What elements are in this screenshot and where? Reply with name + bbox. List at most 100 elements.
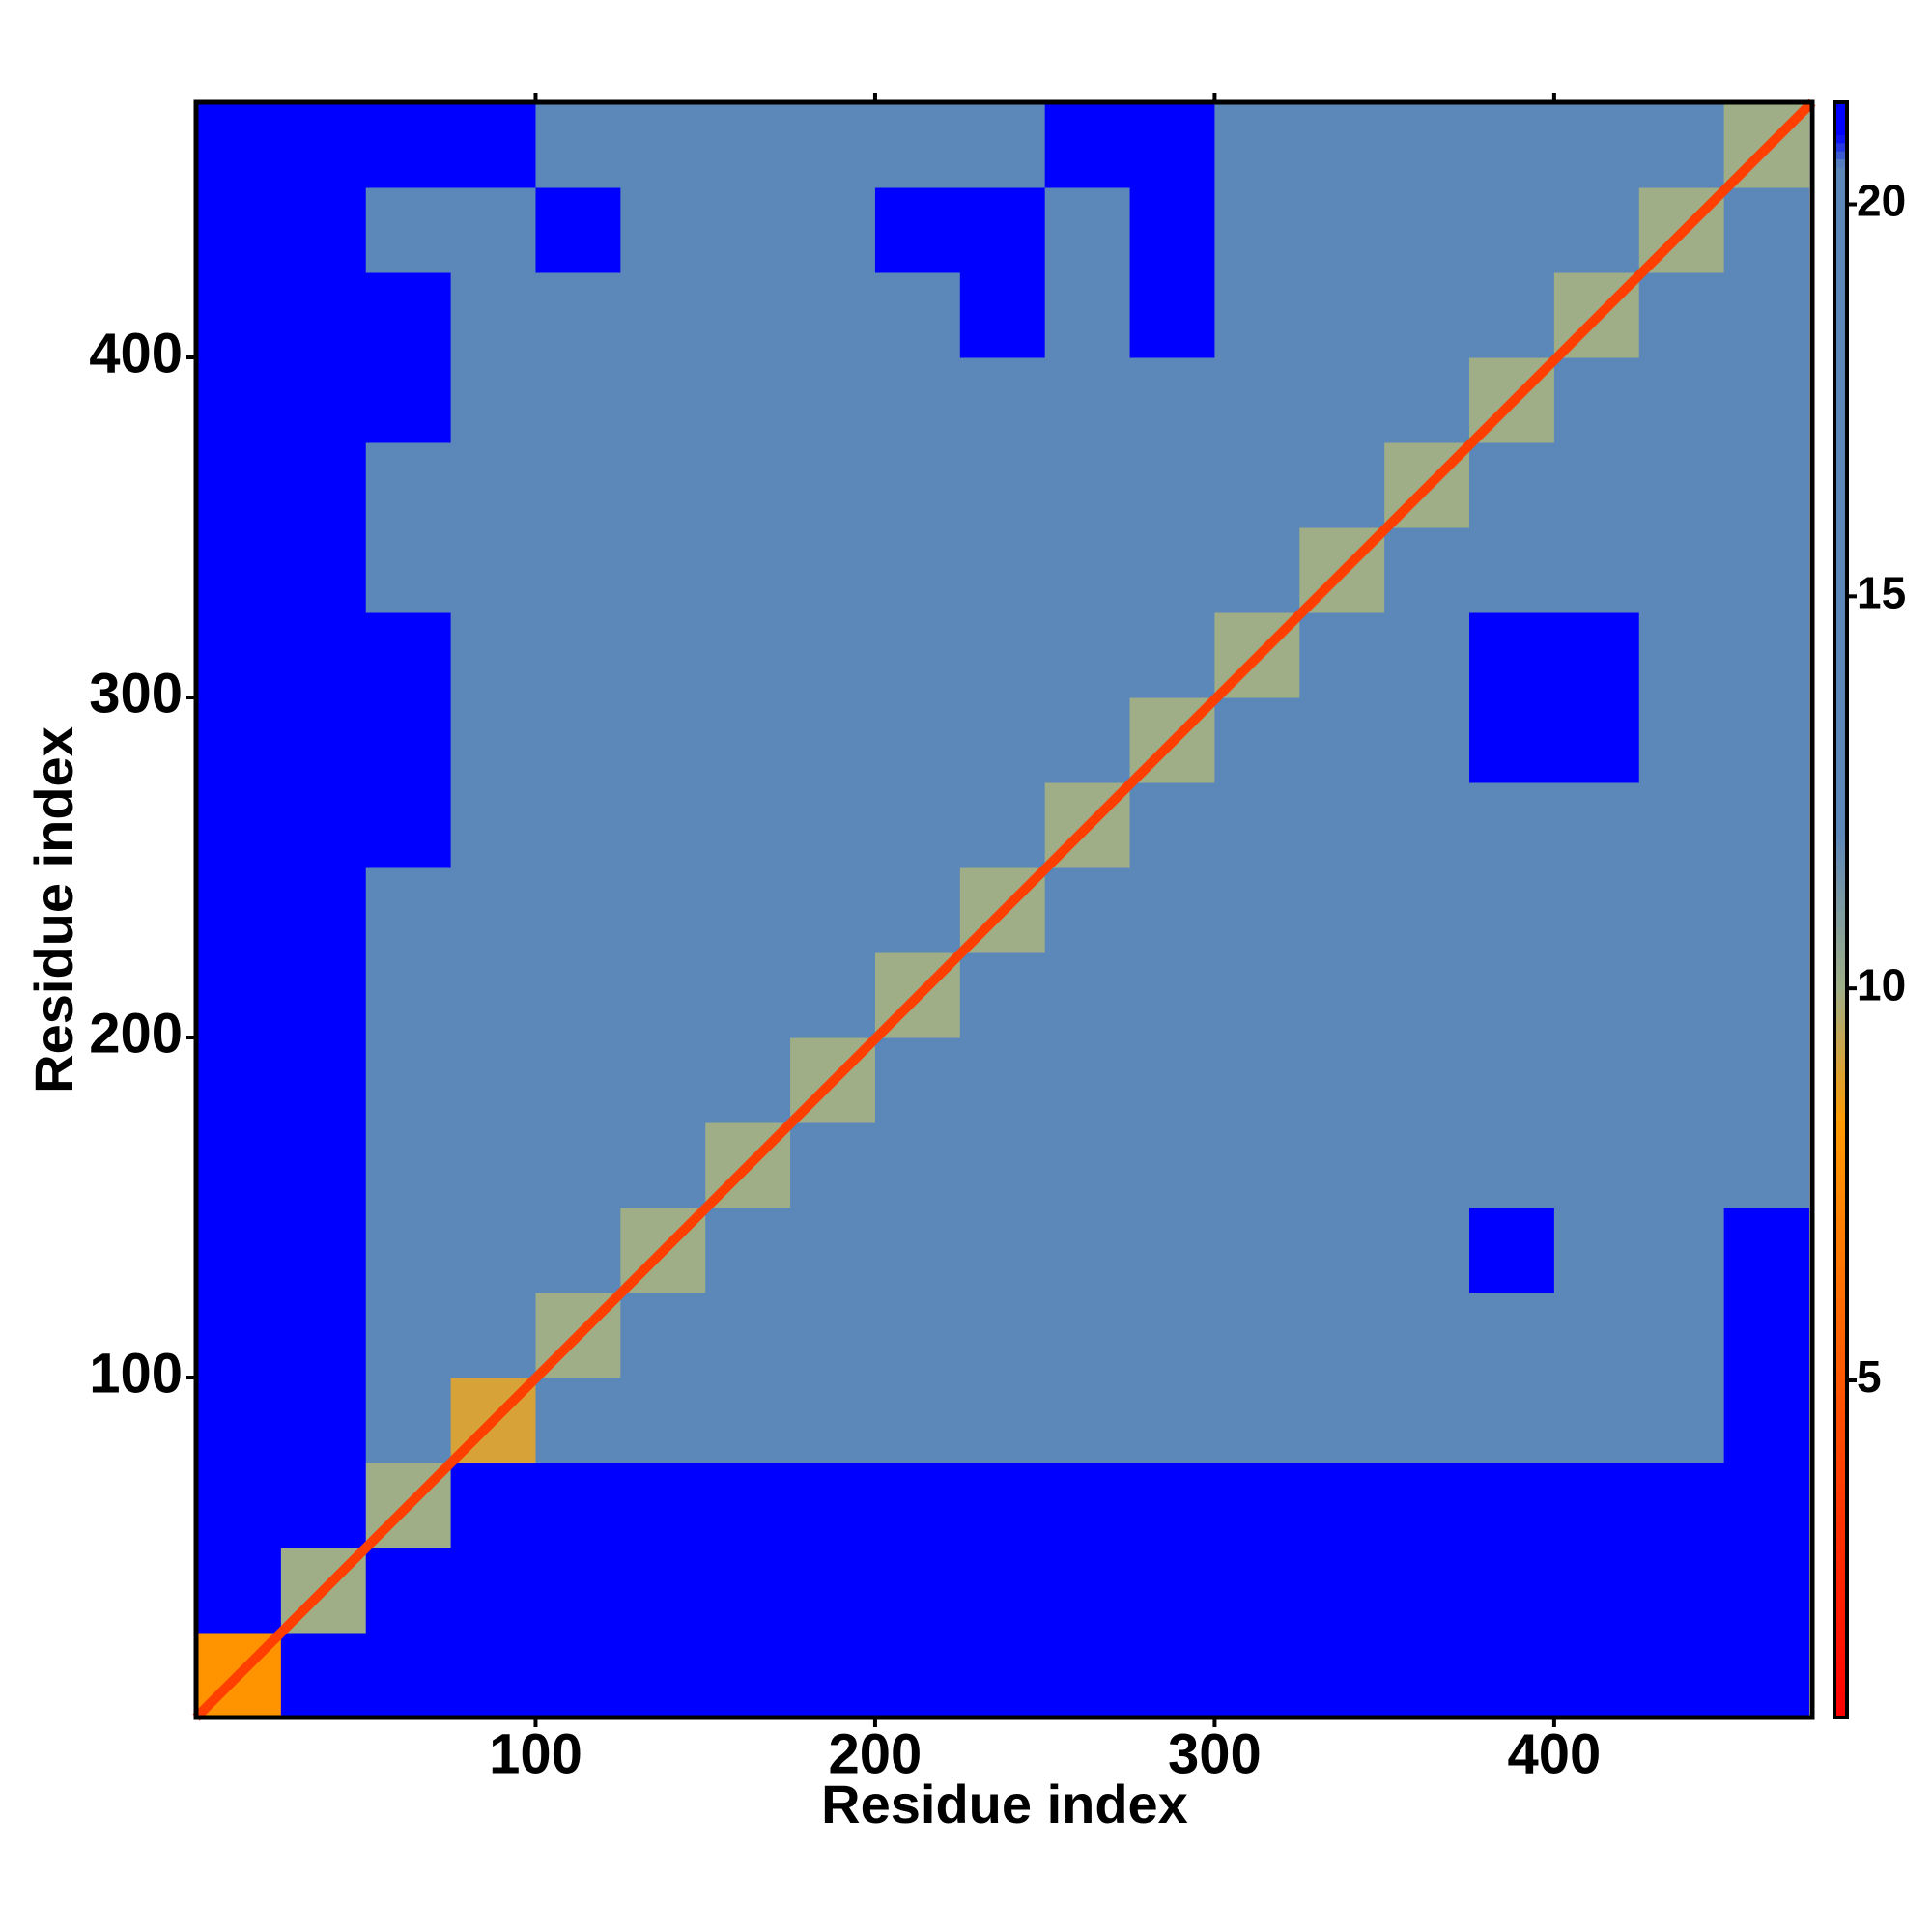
heatmap-cell bbox=[1214, 782, 1300, 868]
colorbar-segment bbox=[1834, 1136, 1847, 1146]
heatmap-cell bbox=[1129, 442, 1215, 528]
heatmap-cell bbox=[365, 1122, 452, 1208]
heatmap-cell bbox=[1214, 527, 1300, 613]
colorbar-segment bbox=[1834, 522, 1847, 531]
colorbar-segment bbox=[1834, 910, 1847, 919]
heatmap-cell bbox=[1469, 867, 1555, 953]
heatmap-cell bbox=[1044, 952, 1131, 1038]
heatmap-cell bbox=[450, 1633, 536, 1719]
heatmap-cell bbox=[1384, 1122, 1470, 1208]
heatmap-cell bbox=[874, 612, 961, 698]
colorbar-segment bbox=[1834, 594, 1847, 604]
colorbar-segment bbox=[1834, 457, 1847, 467]
colorbar-segment bbox=[1834, 183, 1847, 192]
heatmap-cell bbox=[959, 612, 1046, 698]
heatmap-cell bbox=[874, 272, 961, 358]
heatmap-cell bbox=[280, 187, 367, 273]
heatmap-cell bbox=[280, 1037, 367, 1123]
colorbar-segment bbox=[1834, 1329, 1847, 1339]
heatmap-cell bbox=[1723, 782, 1809, 868]
heatmap-cell bbox=[280, 1208, 367, 1293]
heatmap-cell bbox=[1214, 697, 1300, 783]
colorbar-segment bbox=[1834, 869, 1847, 879]
heatmap-cell bbox=[620, 527, 706, 613]
heatmap-cell bbox=[1214, 1463, 1300, 1548]
heatmap-cell bbox=[1638, 1633, 1725, 1719]
colorbar-segment bbox=[1834, 1007, 1847, 1016]
heatmap-cell bbox=[1299, 272, 1385, 358]
colorbar-segment bbox=[1834, 158, 1847, 168]
colorbar-segment bbox=[1834, 1297, 1847, 1307]
colorbar-segment bbox=[1834, 982, 1847, 992]
heatmap-cell bbox=[280, 782, 367, 868]
heatmap-cell bbox=[1638, 1463, 1725, 1548]
heatmap-cell bbox=[1299, 1633, 1385, 1719]
colorbar-segment bbox=[1834, 328, 1847, 338]
heatmap-cell bbox=[1384, 1293, 1470, 1378]
heatmap-cell bbox=[450, 1122, 536, 1208]
heatmap-cell bbox=[1044, 612, 1131, 698]
heatmap-cell bbox=[450, 102, 536, 188]
heatmap-cell bbox=[1723, 272, 1809, 358]
colorbar-segment bbox=[1834, 409, 1847, 418]
colorbar-segment bbox=[1834, 190, 1847, 200]
colorbar-segment bbox=[1834, 1466, 1847, 1476]
colorbar-segment bbox=[1834, 1661, 1847, 1670]
colorbar-segment bbox=[1834, 1216, 1847, 1226]
x-tick-label: 100 bbox=[489, 1722, 582, 1785]
heatmap-cell bbox=[705, 187, 791, 273]
plot-frame bbox=[193, 99, 1815, 1720]
heatmap-cell bbox=[620, 272, 706, 358]
heatmap-cell bbox=[1723, 1378, 1809, 1463]
heatmap-cell bbox=[1553, 697, 1640, 783]
colorbar-segment bbox=[1834, 1596, 1847, 1605]
colorbar-segment bbox=[1834, 1378, 1847, 1387]
colorbar-segment bbox=[1834, 207, 1847, 216]
heatmap-cell bbox=[1469, 697, 1555, 783]
heatmap-cell bbox=[790, 102, 876, 188]
colorbar-segment bbox=[1834, 384, 1847, 394]
colorbar-segment bbox=[1834, 837, 1847, 846]
colorbar-segment bbox=[1834, 1160, 1847, 1170]
colorbar-segment bbox=[1834, 1370, 1847, 1379]
heatmap-cell bbox=[1214, 867, 1300, 953]
colorbar-segment bbox=[1834, 619, 1847, 628]
heatmap-cell bbox=[1044, 1548, 1131, 1634]
colorbar-segment bbox=[1834, 1038, 1847, 1048]
heatmap-cell bbox=[790, 952, 876, 1038]
colorbar-segment bbox=[1834, 1685, 1847, 1694]
heatmap-cell bbox=[365, 1208, 452, 1293]
heatmap-cell bbox=[1469, 782, 1555, 868]
colorbar-segment bbox=[1834, 142, 1847, 152]
y-tick-label: 200 bbox=[89, 1002, 183, 1065]
heatmap-cell bbox=[196, 1037, 282, 1123]
colorbar-segment bbox=[1834, 1604, 1847, 1613]
heatmap-cell bbox=[1723, 1633, 1809, 1719]
colorbar-segment bbox=[1834, 562, 1847, 572]
heatmap-cell bbox=[790, 1378, 876, 1463]
colorbar-segment bbox=[1834, 603, 1847, 612]
heatmap-cell bbox=[535, 1122, 621, 1208]
colorbar-segment bbox=[1834, 683, 1847, 693]
colorbar-segment bbox=[1834, 1273, 1847, 1283]
colorbar-segment bbox=[1834, 1353, 1847, 1363]
colorbar-segment bbox=[1834, 1095, 1847, 1105]
colorbar-segment bbox=[1834, 320, 1847, 329]
heatmap-cell bbox=[790, 612, 876, 698]
heatmap-cell bbox=[1044, 102, 1131, 188]
colorbar-segment bbox=[1834, 449, 1847, 459]
heatmap bbox=[192, 99, 1816, 1721]
heatmap-cell bbox=[1384, 1378, 1470, 1463]
colorbar-segment bbox=[1834, 1321, 1847, 1331]
colorbar-segment bbox=[1834, 1208, 1847, 1218]
heatmap-cell bbox=[450, 442, 536, 528]
heatmap-cell bbox=[1469, 527, 1555, 613]
heatmap-cell bbox=[365, 102, 452, 188]
heatmap-cell bbox=[620, 952, 706, 1038]
heatmap-cell bbox=[1299, 102, 1385, 188]
heatmap-cell bbox=[1129, 612, 1215, 698]
heatmap-cell bbox=[1553, 357, 1640, 443]
colorbar-segment bbox=[1834, 1483, 1847, 1492]
colorbar-segment bbox=[1834, 764, 1847, 774]
colorbar-segment bbox=[1834, 102, 1847, 111]
